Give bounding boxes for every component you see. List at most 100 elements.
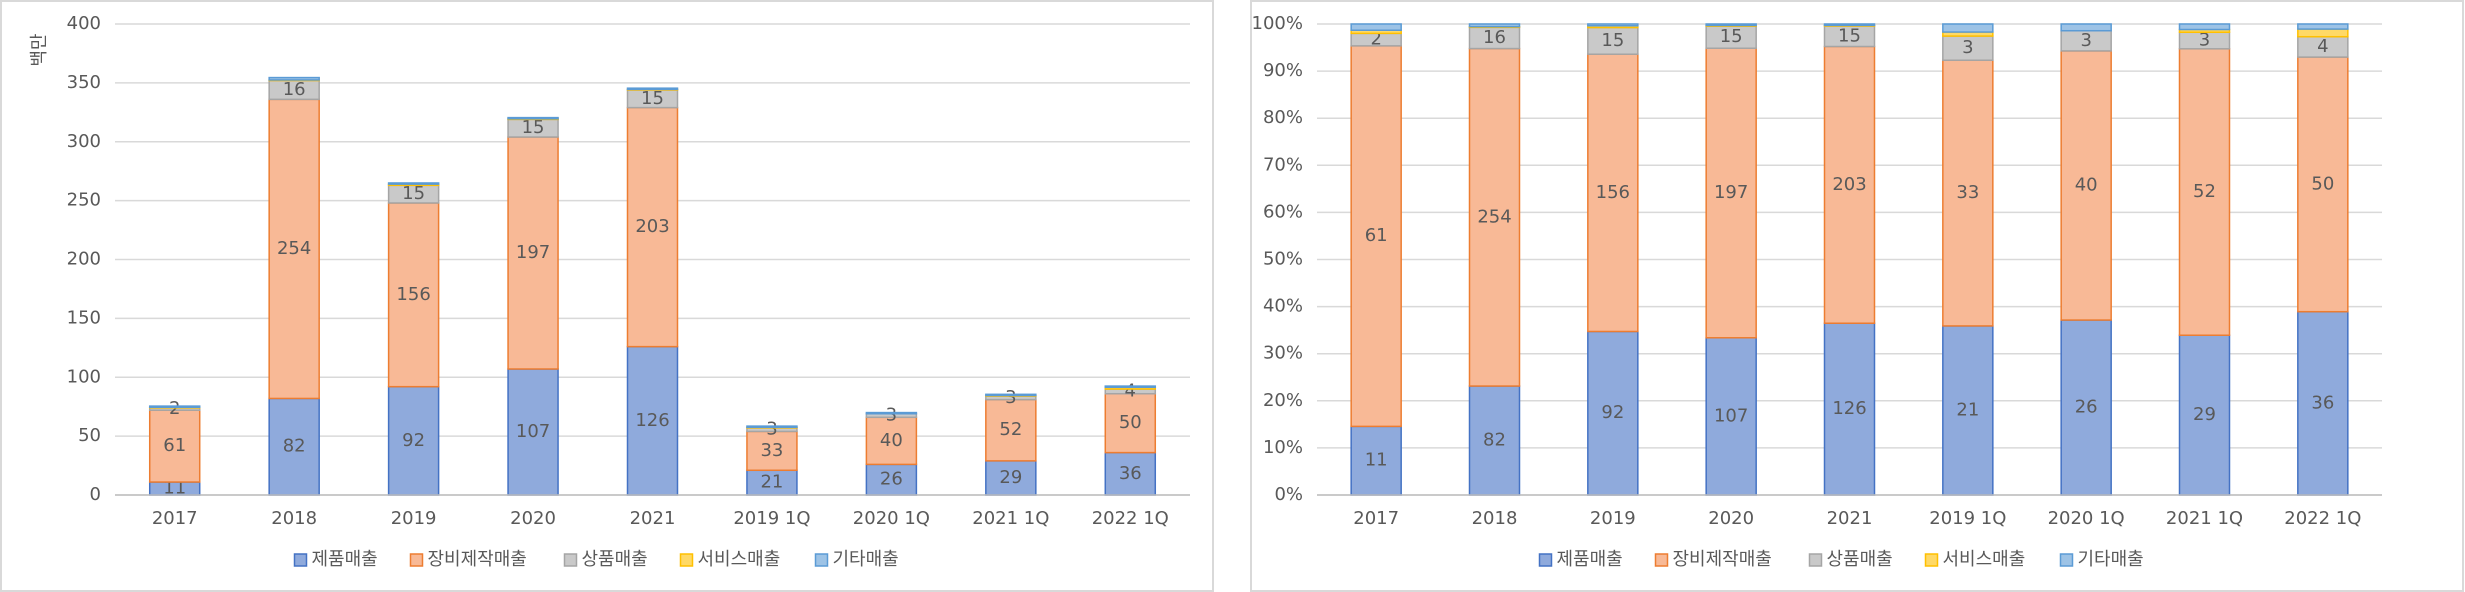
- x-tick-label: 2021: [1827, 508, 1873, 529]
- data-label: 92: [402, 430, 425, 451]
- bar-segment: [1823, 45, 1876, 324]
- x-tick-label: 2018: [271, 508, 317, 529]
- data-label: 21: [760, 472, 783, 493]
- y-tick-label: 80%: [1263, 107, 1303, 128]
- data-label: 203: [635, 216, 669, 237]
- y-tick-label: 400: [67, 13, 101, 34]
- x-tick-label: 2021: [630, 508, 676, 529]
- x-tick-label: 2022 1Q: [1092, 508, 1169, 529]
- bar-segment: [865, 411, 918, 415]
- bar-segment: [2297, 56, 2349, 313]
- data-label: 82: [1483, 430, 1506, 451]
- data-label: 92: [1601, 402, 1624, 423]
- y-tick-label: 50: [78, 425, 101, 446]
- y-tick-label: 40%: [1263, 296, 1303, 317]
- data-label: 4: [2317, 36, 2328, 57]
- data-label: 52: [2193, 181, 2216, 202]
- bar-segment: [1104, 385, 1157, 389]
- legend-swatch: [814, 553, 829, 567]
- bar-segment: [1587, 23, 1639, 27]
- data-label: 15: [1601, 30, 1624, 51]
- legend-swatch: [2059, 553, 2074, 567]
- bar-segment: [1350, 45, 1402, 428]
- bar-segment: [1104, 451, 1157, 496]
- bar-segment: [268, 98, 320, 400]
- x-tick-label: 2020: [1708, 508, 1754, 529]
- x-tick-label: 2019 1Q: [1929, 508, 2006, 529]
- y-tick-label: 10%: [1263, 437, 1303, 458]
- data-label: 40: [880, 430, 903, 451]
- y-tick-label: 30%: [1263, 343, 1303, 364]
- bar-segment: [2178, 48, 2231, 336]
- x-tick-label: 2021 1Q: [2166, 508, 2243, 529]
- data-label: 52: [999, 419, 1022, 440]
- legend-label: 서비스매출: [1943, 549, 2026, 570]
- data-label: 126: [1832, 398, 1866, 419]
- data-label: 3: [2199, 30, 2210, 51]
- legend-swatch: [1654, 553, 1669, 567]
- x-tick-label: 2017: [1353, 508, 1399, 529]
- legend-swatch: [409, 553, 424, 567]
- data-label: 36: [1119, 463, 1142, 484]
- data-label: 3: [1005, 387, 1016, 408]
- y-tick-label: 250: [67, 190, 101, 211]
- bar-segment: [2178, 23, 2231, 31]
- bar-segment: [985, 393, 1037, 397]
- data-label: 29: [2193, 404, 2216, 425]
- data-label: 203: [1832, 174, 1866, 195]
- data-label: 15: [402, 183, 425, 204]
- legend-swatch: [679, 553, 694, 567]
- legend-swatch: [293, 553, 308, 567]
- x-tick-label: 2022 1Q: [2284, 508, 2361, 529]
- legend-label: 상품매출: [582, 549, 648, 570]
- x-tick-label: 2019: [1590, 508, 1636, 529]
- bar-segment: [1587, 53, 1639, 333]
- legend-label: 기타매출: [833, 549, 899, 570]
- bar-segment: [626, 87, 679, 91]
- x-tick-label: 2020: [510, 508, 556, 529]
- data-label: 50: [2311, 173, 2334, 194]
- bar-segment: [2060, 50, 2112, 321]
- y-tick-label: 100%: [1252, 13, 1303, 34]
- bar-segment: [387, 182, 440, 185]
- x-tick-label: 2019: [391, 508, 437, 529]
- y-tick-label: 50%: [1263, 249, 1303, 270]
- bar-segment: [2297, 23, 2349, 30]
- data-label: 107: [1714, 405, 1748, 426]
- x-tick-label: 2020 1Q: [2048, 508, 2125, 529]
- legend-label: 제품매출: [1557, 549, 1623, 570]
- legend-swatch: [1924, 553, 1939, 567]
- data-label: 156: [396, 284, 430, 305]
- y-tick-label: 0%: [1274, 484, 1303, 505]
- bar-segment: [1104, 392, 1157, 454]
- data-label: 33: [1956, 182, 1979, 203]
- bar-segment: [2178, 334, 2231, 496]
- legend-label: 상품매출: [1827, 549, 1893, 570]
- bar-segment: [985, 460, 1037, 496]
- data-label: 197: [1714, 182, 1748, 203]
- data-label: 197: [516, 242, 550, 263]
- bar-segment: [2297, 28, 2349, 38]
- bar-segment: [1468, 23, 1521, 28]
- bar-segment: [1705, 23, 1757, 27]
- bar-segment: [387, 385, 440, 496]
- legend-label: 장비제작매출: [428, 549, 527, 570]
- x-tick-label: 2021 1Q: [972, 508, 1049, 529]
- y-axis-title: 백만: [29, 33, 50, 66]
- data-label: 82: [283, 436, 306, 457]
- bar-segment: [507, 136, 559, 370]
- bar-segment: [1587, 26, 1639, 55]
- data-label: 107: [516, 421, 550, 442]
- y-tick-label: 350: [67, 72, 101, 93]
- legend-label: 기타매출: [2078, 549, 2144, 570]
- data-label: 3: [886, 405, 897, 426]
- y-tick-label: 200: [67, 249, 101, 270]
- data-label: 156: [1596, 182, 1630, 203]
- y-tick-label: 0: [90, 484, 101, 505]
- bar-segment: [1942, 325, 1994, 496]
- legend-swatch: [1808, 553, 1823, 567]
- y-tick-label: 100: [67, 366, 101, 387]
- legend-swatch: [1538, 553, 1553, 567]
- data-label: 4: [1125, 380, 1136, 401]
- y-tick-label: 90%: [1263, 60, 1303, 81]
